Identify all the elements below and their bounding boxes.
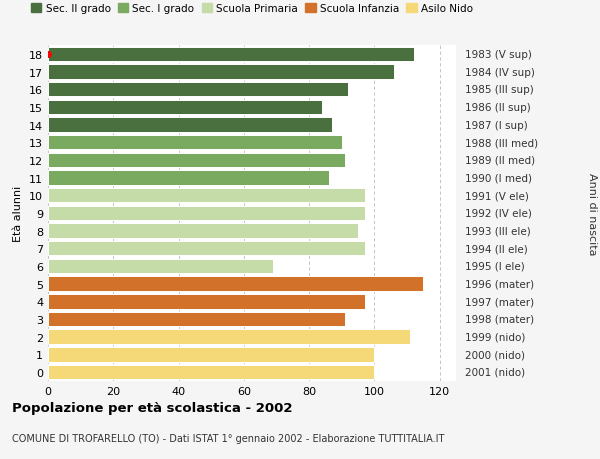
Text: 1985 (III sup): 1985 (III sup) <box>464 85 533 95</box>
Text: 1990 (I med): 1990 (I med) <box>464 173 532 183</box>
Text: 1998 (mater): 1998 (mater) <box>464 314 534 324</box>
Bar <box>48 118 332 133</box>
Text: 1988 (III med): 1988 (III med) <box>464 138 538 148</box>
Text: 1987 (I sup): 1987 (I sup) <box>464 120 527 130</box>
Text: 1986 (II sup): 1986 (II sup) <box>464 103 530 112</box>
Bar <box>48 136 342 150</box>
Bar <box>48 206 365 221</box>
Text: 1999 (nido): 1999 (nido) <box>464 332 525 342</box>
Bar <box>48 347 374 362</box>
Bar <box>48 153 345 168</box>
Bar <box>48 224 358 238</box>
Text: 2001 (nido): 2001 (nido) <box>464 367 525 377</box>
Text: 2000 (nido): 2000 (nido) <box>464 349 524 359</box>
Text: 1992 (IV ele): 1992 (IV ele) <box>464 208 532 218</box>
Bar <box>48 47 413 62</box>
Text: 1996 (mater): 1996 (mater) <box>464 279 534 289</box>
Bar <box>48 189 365 203</box>
Bar <box>48 83 348 97</box>
Bar <box>48 294 365 309</box>
Text: 1983 (V sup): 1983 (V sup) <box>464 50 532 60</box>
Text: 1993 (III ele): 1993 (III ele) <box>464 226 530 236</box>
Bar <box>48 277 424 291</box>
Y-axis label: Età alunni: Età alunni <box>13 185 23 241</box>
Text: Anni di nascita: Anni di nascita <box>587 172 597 255</box>
Text: 1991 (V ele): 1991 (V ele) <box>464 191 529 201</box>
Bar <box>48 65 394 79</box>
Bar <box>48 365 374 380</box>
Text: 1994 (II ele): 1994 (II ele) <box>464 244 527 254</box>
Bar <box>48 101 322 115</box>
Bar <box>48 259 273 274</box>
Bar <box>48 171 329 185</box>
Text: 1997 (mater): 1997 (mater) <box>464 297 534 307</box>
Text: Popolazione per età scolastica - 2002: Popolazione per età scolastica - 2002 <box>12 401 293 414</box>
Bar <box>48 330 410 344</box>
Text: 1989 (II med): 1989 (II med) <box>464 156 535 166</box>
Text: 1984 (IV sup): 1984 (IV sup) <box>464 67 535 78</box>
Legend: Sec. II grado, Sec. I grado, Scuola Primaria, Scuola Infanzia, Asilo Nido: Sec. II grado, Sec. I grado, Scuola Prim… <box>31 4 473 14</box>
Bar <box>48 241 365 256</box>
Bar <box>48 312 345 326</box>
Text: 1995 (I ele): 1995 (I ele) <box>464 261 524 271</box>
Text: COMUNE DI TROFARELLO (TO) - Dati ISTAT 1° gennaio 2002 - Elaborazione TUTTITALIA: COMUNE DI TROFARELLO (TO) - Dati ISTAT 1… <box>12 433 445 442</box>
